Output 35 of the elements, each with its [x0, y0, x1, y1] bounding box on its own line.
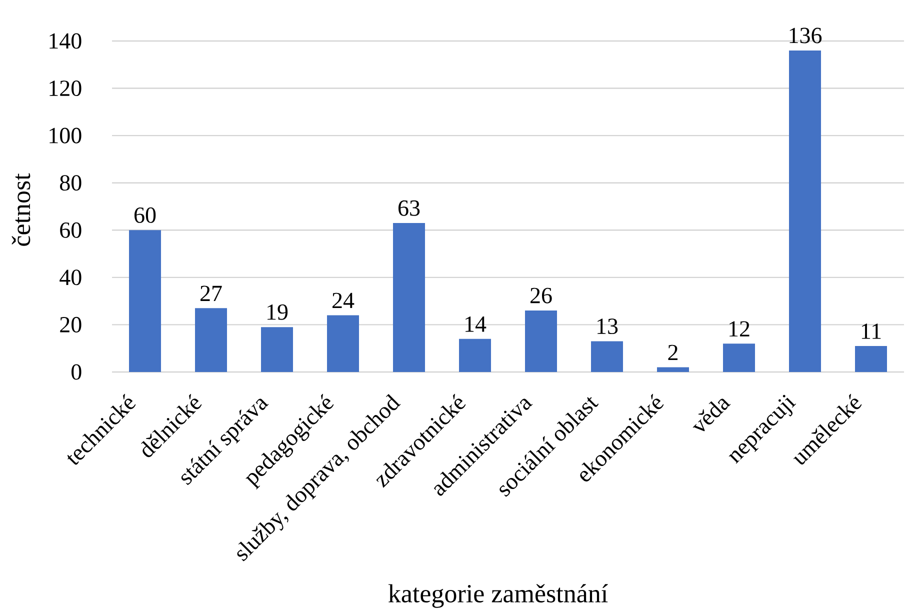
bar	[723, 344, 756, 372]
bar	[195, 308, 228, 372]
bar	[657, 367, 690, 372]
bar	[327, 315, 360, 372]
data-label: 13	[598, 318, 618, 334]
data-label: 24	[332, 292, 354, 308]
data-label: 27	[200, 286, 222, 301]
y-tick-label: 100	[50, 128, 82, 144]
data-label: 14	[466, 316, 486, 332]
bar	[855, 346, 887, 372]
y-tick-label: 20	[60, 316, 82, 332]
bar	[591, 341, 624, 372]
y-tick-label: 80	[60, 175, 82, 191]
data-label: 26	[530, 288, 552, 304]
y-tick-label: 0	[72, 364, 82, 380]
y-axis-title: četnost	[12, 173, 30, 246]
y-tick-label: 40	[60, 270, 82, 286]
x-axis-title: kategorie zaměstnání	[388, 584, 608, 608]
y-tick-label: 120	[50, 80, 82, 96]
y-tick-label: 140	[50, 33, 82, 49]
data-label: 11	[862, 324, 881, 339]
bar	[129, 230, 162, 372]
data-label: 12	[730, 321, 750, 336]
data-label: 60	[134, 207, 156, 223]
data-label: 136	[790, 28, 822, 44]
bar	[393, 223, 426, 372]
data-label: 2	[668, 344, 678, 360]
bar	[459, 338, 492, 372]
bar	[261, 327, 294, 372]
x-tick-label: věda	[692, 398, 731, 432]
bar	[789, 50, 821, 372]
data-label: 63	[398, 200, 420, 216]
y-tick-label: 60	[60, 222, 82, 238]
bar	[525, 310, 558, 372]
data-label: 19	[268, 304, 288, 320]
